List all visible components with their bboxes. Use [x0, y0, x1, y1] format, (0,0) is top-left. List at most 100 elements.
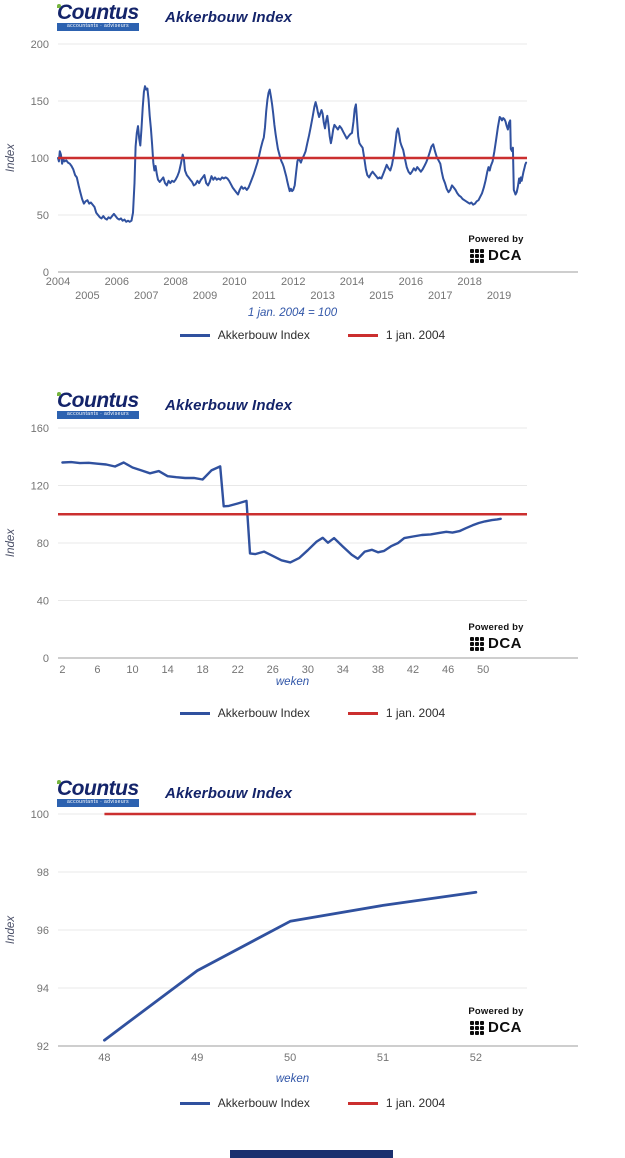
- y-tick-label: 96: [37, 925, 49, 937]
- x-tick-label: 6: [94, 664, 100, 676]
- leaf-icon: [57, 4, 61, 8]
- legend-label: 1 jan. 2004: [385, 1096, 446, 1110]
- powered-by-dca-badge: Powered by DCA: [462, 1006, 530, 1036]
- x-tick-label: 2019: [487, 290, 511, 302]
- countus-logo: Countus accountants · adviseurs: [57, 777, 139, 807]
- chart-title: Akkerbouw Index: [165, 397, 293, 414]
- dca-brand-text: DCA: [488, 635, 522, 652]
- chart-1-canvas: 0 50 100 150 200 Index 2004 2005 2006 2007 2008 200…: [5, 39, 578, 302]
- akkerbouw-index-line: [61, 460, 502, 564]
- logo-tagline: accountants · adviseurs: [57, 23, 139, 31]
- chart-1-legend: Akkerbouw Index 1 jan. 2004: [0, 328, 625, 342]
- chart-3-legend: Akkerbouw Index 1 jan. 2004: [0, 1096, 625, 1110]
- legend-swatch-red: [347, 1101, 378, 1105]
- x-tick-label: 30: [302, 664, 314, 676]
- y-tick-label: 100: [31, 153, 49, 165]
- legend-item-reference: 1 jan. 2004: [347, 706, 446, 720]
- legend-item-reference: 1 jan. 2004: [347, 1096, 446, 1110]
- x-tick-label: 48: [98, 1052, 110, 1064]
- y-axis-title: Index: [5, 915, 17, 944]
- legend-swatch-blue: [179, 711, 210, 715]
- x-tick-label: 10: [126, 664, 138, 676]
- x-tick-label: 42: [407, 664, 419, 676]
- dca-grid-icon: [470, 636, 484, 651]
- dca-brand-text: DCA: [488, 1019, 522, 1036]
- x-tick-label: 2015: [369, 290, 393, 302]
- akkerbouw-index-line: [57, 85, 528, 223]
- y-tick-label: 150: [31, 96, 49, 108]
- chart-block-1: Countus accountants · adviseurs Akkerbou…: [0, 0, 625, 388]
- x-tick-label: 26: [267, 664, 279, 676]
- y-tick-label: 200: [31, 39, 49, 51]
- legend-label: 1 jan. 2004: [385, 328, 446, 342]
- chart-3-canvas: 92 94 96 98 100 Index 48 49 50 51 52: [5, 809, 578, 1064]
- x-tick-label: 52: [470, 1052, 482, 1064]
- legend-label: Akkerbouw Index: [217, 706, 310, 720]
- x-tick-label: 22: [232, 664, 244, 676]
- logo-tagline: accountants · adviseurs: [57, 799, 139, 807]
- legend-item-akkerbouw: Akkerbouw Index: [179, 706, 310, 720]
- legend-label: Akkerbouw Index: [217, 1096, 310, 1110]
- powered-by-label: Powered by: [468, 234, 524, 245]
- x-axis-title: weken: [275, 1073, 310, 1085]
- x-tick-label: 18: [197, 664, 209, 676]
- x-tick-label: 2009: [193, 290, 217, 302]
- x-tick-label: 50: [477, 664, 489, 676]
- dca-grid-icon: [470, 248, 484, 263]
- powered-by-dca-badge: Powered by DCA: [462, 234, 530, 264]
- powered-by-dca-badge: Powered by DCA: [462, 622, 530, 652]
- dca-logo: DCA: [470, 1019, 522, 1036]
- footer-bar: [230, 1150, 393, 1158]
- dca-brand-text: DCA: [488, 247, 522, 264]
- x-tick-label: 2005: [75, 290, 99, 302]
- chart-title: Akkerbouw Index: [165, 785, 293, 802]
- logo-wordmark: Countus: [57, 389, 139, 412]
- x-tick-label: 2004: [46, 276, 70, 288]
- x-tick-label: 2018: [457, 276, 481, 288]
- y-axis-title: Index: [5, 143, 17, 172]
- chart-3-header: Countus accountants · adviseurs Akkerbou…: [57, 777, 293, 807]
- x-tick-label: 2: [59, 664, 65, 676]
- legend-item-akkerbouw: Akkerbouw Index: [179, 1096, 310, 1110]
- countus-logo: Countus accountants · adviseurs: [57, 1, 139, 31]
- logo-wordmark: Countus: [57, 777, 139, 800]
- legend-label: 1 jan. 2004: [385, 706, 446, 720]
- x-tick-label: 2013: [310, 290, 334, 302]
- dca-grid-icon: [470, 1020, 484, 1035]
- logo-tagline: accountants · adviseurs: [57, 411, 139, 419]
- x-tick-label: 38: [372, 664, 384, 676]
- legend-swatch-red: [347, 333, 378, 337]
- x-tick-label: 2012: [281, 276, 305, 288]
- countus-logo: Countus accountants · adviseurs: [57, 389, 139, 419]
- x-tick-label: 46: [442, 664, 454, 676]
- legend-swatch-blue: [179, 333, 210, 337]
- y-tick-label: 40: [37, 596, 49, 608]
- y-tick-label: 160: [31, 423, 49, 435]
- x-tick-label: 2016: [399, 276, 423, 288]
- y-axis-title: Index: [5, 528, 17, 557]
- x-tick-label: 2014: [340, 276, 364, 288]
- powered-by-label: Powered by: [468, 622, 524, 633]
- dca-logo: DCA: [470, 247, 522, 264]
- x-tick-label: 50: [284, 1052, 296, 1064]
- x-tick-label: 34: [337, 664, 349, 676]
- x-axis-title: weken: [275, 676, 310, 688]
- x-tick-label: 2006: [105, 276, 129, 288]
- powered-by-label: Powered by: [468, 1006, 524, 1017]
- x-tick-label: 2011: [252, 290, 276, 302]
- legend-item-reference: 1 jan. 2004: [347, 328, 446, 342]
- chart-block-3: Countus accountants · adviseurs Akkerbou…: [0, 776, 625, 1158]
- legend-swatch-red: [347, 711, 378, 715]
- y-tick-label: 94: [37, 983, 49, 995]
- legend-item-akkerbouw: Akkerbouw Index: [179, 328, 310, 342]
- x-tick-label: 2008: [163, 276, 187, 288]
- y-tick-label: 100: [31, 809, 49, 821]
- logo-wordmark: Countus: [57, 1, 139, 24]
- y-tick-label: 92: [37, 1041, 49, 1053]
- x-tick-label: 2010: [222, 276, 246, 288]
- y-tick-label: 120: [31, 481, 49, 493]
- chart-1-header: Countus accountants · adviseurs Akkerbou…: [57, 1, 292, 31]
- x-tick-label: 2007: [134, 290, 158, 302]
- chart-2-header: Countus accountants · adviseurs Akkerbou…: [57, 389, 293, 419]
